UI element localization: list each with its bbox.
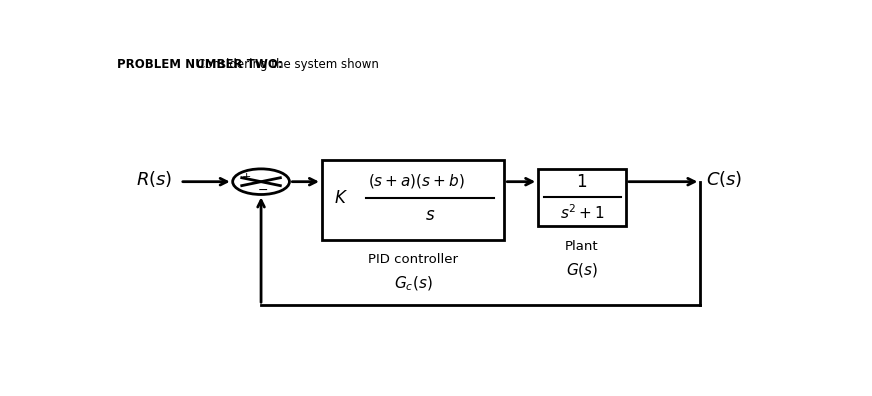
Text: $s$: $s$ — [425, 206, 435, 224]
Text: $C(s)$: $C(s)$ — [705, 169, 742, 188]
Text: Plant: Plant — [565, 240, 599, 253]
Text: $1$: $1$ — [576, 173, 588, 191]
Text: −: − — [257, 183, 268, 196]
Text: $G(s)$: $G(s)$ — [566, 261, 598, 279]
Text: Considering the system shown: Considering the system shown — [197, 58, 378, 71]
Text: PROBLEM NUMBER TWO:: PROBLEM NUMBER TWO: — [117, 58, 283, 71]
Text: +: + — [242, 172, 251, 182]
Text: $R(s)$: $R(s)$ — [136, 169, 173, 188]
Text: $G_c(s)$: $G_c(s)$ — [394, 275, 433, 293]
Text: PID controller: PID controller — [368, 253, 458, 267]
FancyBboxPatch shape — [538, 169, 626, 226]
FancyBboxPatch shape — [322, 160, 504, 240]
Text: $s^2 + 1$: $s^2 + 1$ — [560, 204, 604, 222]
Text: $K$: $K$ — [334, 190, 348, 207]
Text: $(s + a)(s + b)$: $(s + a)(s + b)$ — [368, 172, 465, 190]
